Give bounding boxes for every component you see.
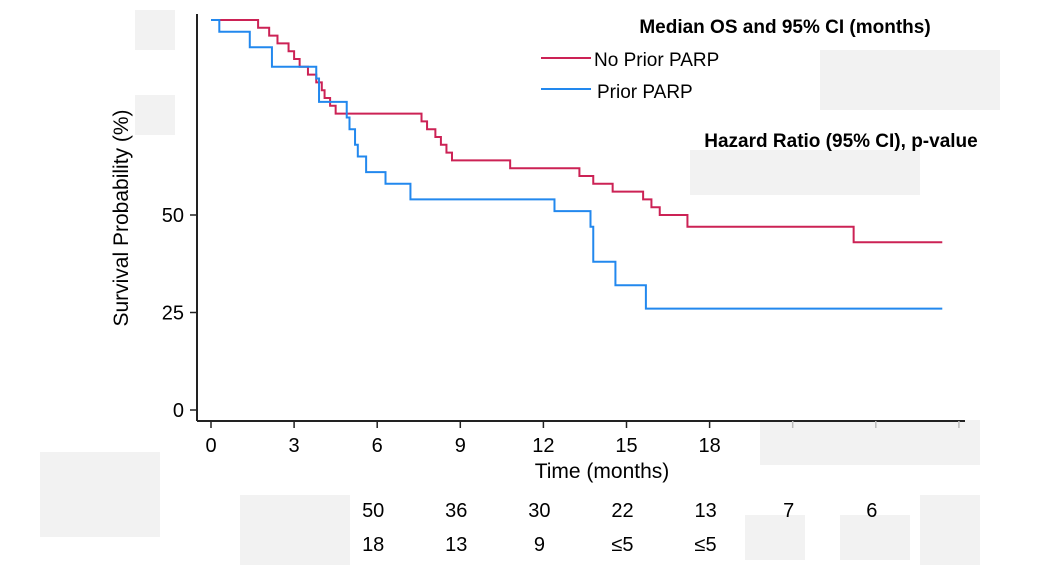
- risk-count: ≤5: [695, 534, 717, 556]
- risk-count: 6: [866, 500, 877, 522]
- x-tick-label: 3: [289, 435, 300, 457]
- risk-count: 22: [611, 500, 633, 522]
- risk-count: 7: [783, 500, 794, 522]
- y-tick-label: 50: [162, 205, 184, 227]
- risk-count: 13: [694, 500, 716, 522]
- x-axis-title: Time (months): [535, 460, 670, 483]
- legend: Median OS and 95% CI (months) No Prior P…: [541, 17, 978, 152]
- legend-label-no-prior-parp: No Prior PARP: [594, 50, 719, 71]
- risk-count: 50: [362, 500, 384, 522]
- km-curve-no-prior-parp: [211, 19, 943, 244]
- x-tick-label: 9: [455, 435, 466, 457]
- risk-count: 36: [445, 500, 467, 522]
- survival-curves: [211, 19, 943, 310]
- x-tick-label: 18: [698, 435, 720, 457]
- y-tick-label: 25: [162, 303, 184, 325]
- x-tick-label: 12: [532, 435, 554, 457]
- x-tick-label: 15: [615, 435, 637, 457]
- legend-title: Median OS and 95% CI (months): [639, 17, 930, 38]
- y-tick-label: 0: [173, 400, 184, 422]
- x-tick-label: 0: [205, 435, 216, 457]
- x-tick-label: 6: [372, 435, 383, 457]
- risk-count: 9: [534, 534, 545, 556]
- hazard-ratio-title: Hazard Ratio (95% CI), p-value: [704, 131, 977, 152]
- risk-count: 30: [528, 500, 550, 522]
- legend-label-prior-parp: Prior PARP: [597, 82, 693, 103]
- km-curve-prior-parp: [211, 19, 943, 310]
- y-axis-title: Survival Probability (%): [110, 109, 133, 326]
- risk-count: ≤5: [611, 534, 633, 556]
- redacted-smudges: [40, 10, 1000, 565]
- risk-count: 18: [362, 534, 384, 556]
- risk-count: 13: [445, 534, 467, 556]
- number-at-risk-table: 50 36 30 22 13 7 6 18 13 9 ≤5 ≤5: [362, 500, 877, 556]
- axes: 0 3 6 9 12 15 18 0 25 50 Time (months) Survival …: [110, 14, 965, 483]
